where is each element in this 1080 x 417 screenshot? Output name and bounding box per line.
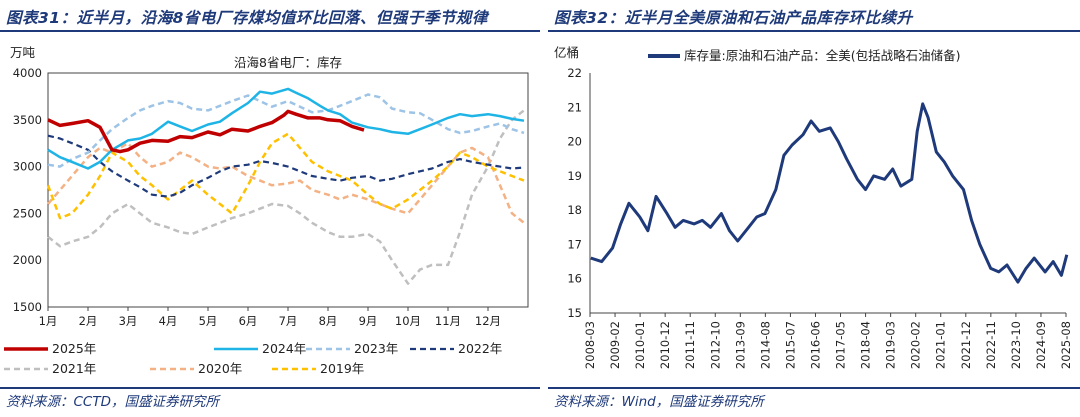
x-tick-label: 2024-09 <box>1034 321 1048 369</box>
left-source-note: 资料来源：CCTD，国盛证券研究所 <box>6 394 219 410</box>
x-tick-label: 12月 <box>475 314 501 328</box>
x-tick-label: 4月 <box>159 314 178 328</box>
x-tick-label: 9月 <box>359 314 378 328</box>
y-tick-label: 2500 <box>13 206 42 220</box>
y-tick-label: 18 <box>567 203 582 217</box>
x-tick-label: 2022-11 <box>984 321 998 369</box>
x-tick-label: 11月 <box>435 314 461 328</box>
x-tick-label: 1月 <box>39 314 58 328</box>
x-tick-label: 2月 <box>79 314 98 328</box>
y-tick-label: 15 <box>567 306 582 320</box>
x-tick-label: 10月 <box>395 314 421 328</box>
x-tick-label: 3月 <box>119 314 138 328</box>
y-tick-label: 3500 <box>13 113 42 127</box>
x-tick-label: 7月 <box>279 314 298 328</box>
left-figure-title: 图表31：近半月，沿海8省电厂存煤均值环比回落、但强于季节规律 <box>6 9 488 27</box>
x-tick-label: 2021-12 <box>959 321 973 369</box>
chart-title: 沿海8省电厂：库存 <box>234 55 342 70</box>
plot-frame <box>47 72 529 308</box>
x-tick-label: 2025-08 <box>1059 321 1073 369</box>
series-line-2023 <box>47 93 525 168</box>
x-tick-label: 2021-01 <box>934 321 948 369</box>
x-tick-label: 2013-09 <box>733 321 747 369</box>
x-tick-label: 2020-02 <box>909 321 923 369</box>
y-tick-label: 3000 <box>13 160 42 174</box>
x-tick-label: 2014-08 <box>758 321 772 369</box>
x-tick-label: 2018-04 <box>859 321 873 369</box>
x-tick-label: 2010-12 <box>658 321 672 369</box>
x-tick-label: 2011-11 <box>683 321 697 369</box>
left-source-rule <box>0 387 540 389</box>
x-tick-label: 2010-01 <box>633 321 647 369</box>
legend-label: 2024年 <box>262 341 306 356</box>
x-tick-label: 2008-03 <box>583 321 597 369</box>
y-tick-label: 2000 <box>13 253 42 267</box>
legend-label: 2023年 <box>354 341 398 356</box>
legend-label: 库存量:原油和石油产品：全美(包括战略石油储备) <box>684 48 960 63</box>
legend-label: 2019年 <box>320 361 364 376</box>
y-tick-label: 17 <box>567 237 582 251</box>
series-line-2022 <box>47 134 525 198</box>
x-tick-label: 6月 <box>239 314 258 328</box>
legend-label: 2020年 <box>198 361 242 376</box>
right-chart: 亿桶 15 16 17 18 19 20 21 22 2008-03 2009-02 2010-01 2… <box>554 45 1073 369</box>
left-title-rule <box>0 30 540 32</box>
y-tick-label: 4000 <box>13 66 42 80</box>
y-axis-unit: 万吨 <box>10 45 36 60</box>
x-tick-label: 2015-07 <box>783 321 797 369</box>
x-tick-label: 5月 <box>199 314 218 328</box>
y-tick-label: 21 <box>567 100 582 114</box>
right-figure-panel: 图表32：近半月全美原油和石油产品库存环比续升 亿桶 15 16 17 18 19 20 21… <box>548 0 1080 417</box>
x-tick-label: 2017-05 <box>834 321 848 369</box>
x-tick-label: 2023-10 <box>1009 321 1023 369</box>
y-tick-label: 1500 <box>13 300 42 314</box>
x-tick-label: 2012-10 <box>708 321 722 369</box>
right-source-note: 资料来源：Wind，国盛证券研究所 <box>554 394 764 410</box>
legend-label: 2025年 <box>52 341 96 356</box>
legend-label: 2022年 <box>458 341 502 356</box>
x-tick-label: 2019-03 <box>884 321 898 369</box>
y-tick-label: 16 <box>567 272 582 286</box>
right-source-rule <box>548 387 1080 389</box>
series-line-2025 <box>47 109 365 154</box>
series-line-2021 <box>47 109 525 285</box>
y-tick-label: 22 <box>567 66 582 80</box>
x-tick-label: 2016-06 <box>808 321 822 369</box>
y-tick-label: 20 <box>567 135 582 149</box>
left-figure-panel: 图表31：近半月，沿海8省电厂存煤均值环比回落、但强于季节规律 万吨沿海8省电厂… <box>0 9 540 410</box>
series-line-2020 <box>47 141 525 224</box>
right-title-rule <box>548 30 1080 32</box>
y-tick-label: 19 <box>567 169 582 183</box>
y-axis-unit: 亿桶 <box>554 45 579 60</box>
series-line-inventory <box>590 102 1069 284</box>
x-tick-label: 8月 <box>319 314 338 328</box>
x-tick-label: 2009-02 <box>608 321 622 369</box>
legend-label: 2021年 <box>52 361 96 376</box>
right-figure-title: 图表32：近半月全美原油和石油产品库存环比续升 <box>554 9 913 27</box>
series-line-2024 <box>47 87 525 170</box>
